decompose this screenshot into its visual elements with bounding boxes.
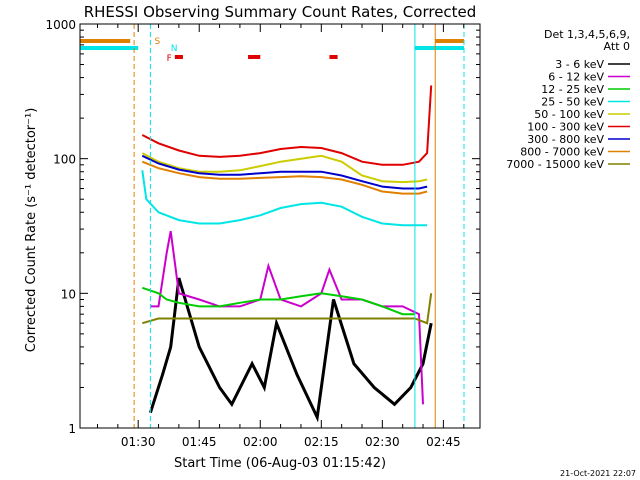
footer-date: 21-Oct-2021 22:07 [560, 469, 636, 478]
y-axis-label: Corrected Count Rate (s⁻¹ detector⁻¹) [24, 108, 39, 353]
legend-label: 50 - 100 keV [534, 108, 604, 121]
series-line [141, 286, 415, 316]
x-axis-label: Start Time (06-Aug-03 01:15:42) [174, 456, 386, 471]
x-tick-label: 02:45 [426, 435, 461, 449]
x-tick-label: 01:30 [121, 435, 156, 449]
legend-header: Det 1,3,4,5,6,9, [544, 28, 630, 41]
x-tick-label: 01:45 [182, 435, 217, 449]
plot-frame [79, 23, 481, 429]
y-tick-label: 10 [61, 287, 76, 301]
flag-label: S [154, 37, 160, 47]
x-tick-label: 02:30 [365, 435, 400, 449]
series-line [141, 170, 428, 227]
series-line [141, 154, 428, 190]
y-tick-label: 1 [68, 422, 76, 436]
x-tick-label: 02:15 [304, 435, 339, 449]
x-tick-label: 02:00 [243, 435, 278, 449]
legend-label: 25 - 50 keV [541, 96, 604, 109]
plot-area: S NF [79, 23, 481, 429]
y-tick-label: 100 [53, 153, 76, 167]
legend-label: 6 - 12 keV [548, 71, 604, 84]
series-line [142, 293, 433, 325]
legend-header: Att 0 [604, 40, 630, 53]
legend-label: 12 - 25 keV [541, 83, 604, 96]
y-tick-label: 1000 [45, 18, 76, 32]
legend-label: 800 - 7000 keV [520, 146, 604, 159]
legend-label: 100 - 300 keV [527, 121, 604, 134]
series-line [141, 160, 428, 195]
legend-label: 3 - 6 keV [555, 58, 604, 71]
series-line [141, 152, 428, 184]
legend-label: 300 - 800 keV [527, 133, 604, 146]
flag-label: F [167, 54, 172, 64]
series-line [148, 277, 433, 423]
y-axis: 1 10 100 1000 [45, 18, 480, 436]
x-axis: 01:30 01:45 02:00 02:15 02:30 02:45 [96, 24, 465, 449]
flag-label: N [171, 44, 178, 54]
chart-title: RHESSI Observing Summary Count Rates, Co… [84, 3, 477, 21]
series-line [141, 85, 433, 166]
legend-label: 7000 - 15000 keV [506, 158, 604, 171]
